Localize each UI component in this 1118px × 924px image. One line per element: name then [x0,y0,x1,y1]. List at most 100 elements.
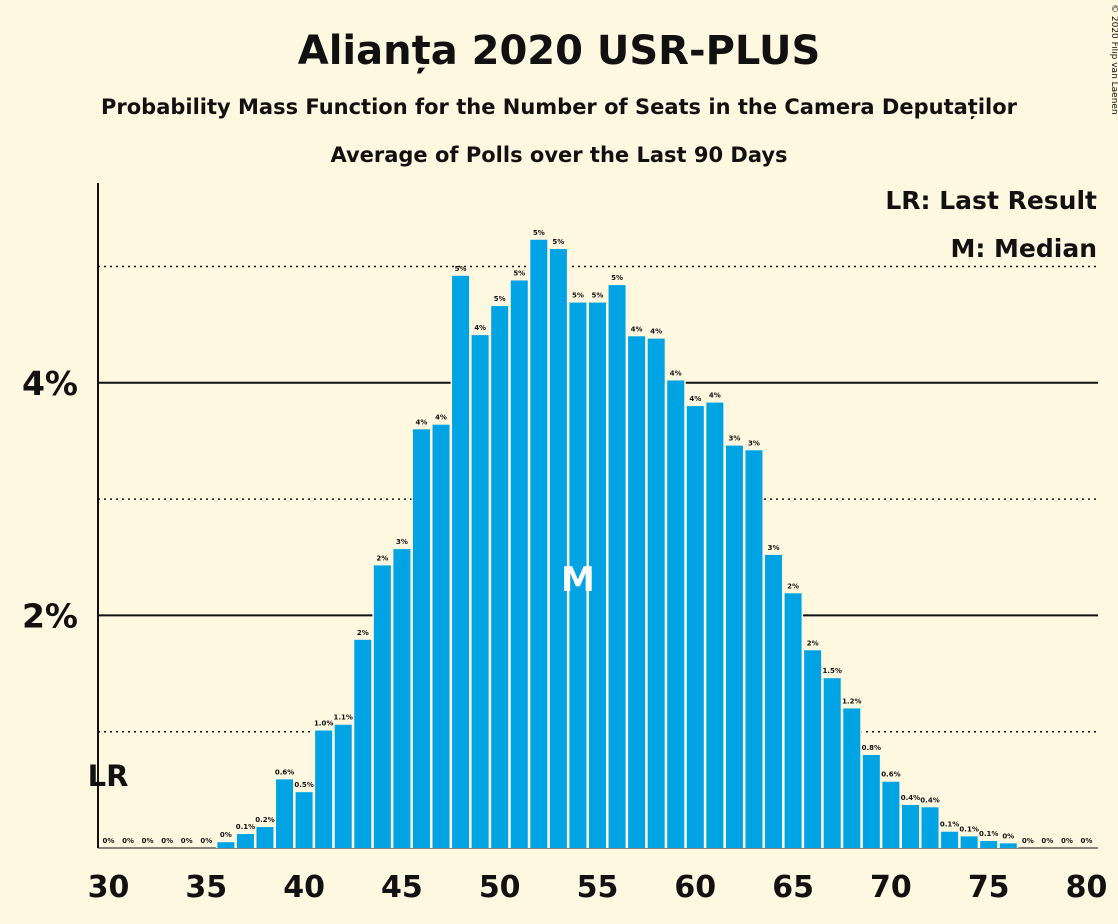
bar-seat-45 [393,549,411,848]
data-label-seat-50: 5% [494,295,506,303]
data-label-seat-47: 4% [435,414,447,422]
bar-seat-39 [276,779,294,848]
legend-last-result: LR: Last Result [885,186,1097,215]
bar-seat-46 [412,429,430,848]
x-tick-45: 45 [381,870,423,905]
data-label-seat-59: 4% [670,369,682,377]
copyright-notice: © 2020 Filip van Laenen [1109,4,1118,115]
bar-seat-61 [706,402,724,848]
data-label-seat-64: 3% [768,544,780,552]
bar-seat-62 [725,445,743,848]
data-labels: 0% 0% 0% 0% 0% 0%0%0.1%0.2%0.6%0.5%1.0%1.1%2%… [103,229,1093,845]
data-label-seat-34: 0% [181,837,193,845]
data-label-seat-48: 5% [455,265,467,273]
bar-seat-48 [452,275,470,849]
x-tick-40: 40 [283,870,325,905]
data-label-seat-45: 3% [396,538,408,546]
data-label-seat-62: 3% [728,435,740,443]
bar-seat-71 [901,804,919,848]
bar-seat-36 [217,842,235,848]
median-marker: M [561,560,595,600]
bar-seat-76 [999,843,1017,848]
bar-seat-37 [236,834,254,848]
data-label-seat-66: 2% [807,639,819,647]
data-label-seat-51: 5% [513,269,525,277]
bar-seat-54 [569,302,587,849]
bar-seat-53 [549,249,567,848]
bar-seat-67 [823,678,841,848]
bar-seat-60 [686,406,704,848]
x-tick-55: 55 [577,870,619,905]
data-label-seat-39: 0.6% [275,768,294,776]
bar-seat-74 [960,836,978,848]
bar-seat-73 [941,831,959,848]
data-label-seat-61: 4% [709,392,721,400]
bar-seat-56 [608,285,626,848]
y-tick-4: 4% [22,364,78,403]
x-tick-35: 35 [185,870,227,905]
x-tick-60: 60 [674,870,716,905]
data-label-seat-40: 0.5% [294,781,313,789]
x-tick-70: 70 [870,870,912,905]
data-label-seat-46: 4% [416,418,428,426]
data-label-seat-69: 0.8% [862,744,881,752]
data-label-seat-33: 0% [161,837,173,845]
x-tick-80: 80 [1066,870,1108,905]
data-label-seat-75: 0.1% [979,830,998,838]
data-label-seat-49: 4% [474,324,486,332]
bar-seat-40 [295,792,313,848]
bar-seat-55 [589,302,606,849]
data-label-seat-70: 0.6% [881,771,900,779]
data-label-seat-80: 0% [1081,837,1093,845]
data-label-seat-72: 0.4% [920,796,939,804]
bar-seat-43 [354,639,372,848]
data-label-seat-55: 5% [592,292,604,300]
data-label-seat-60: 4% [689,395,701,403]
data-label-seat-37: 0.1% [236,823,255,831]
x-tick-30: 30 [88,870,130,905]
data-label-seat-73: 0.1% [940,821,959,829]
x-tick-50: 50 [479,870,521,905]
bar-seat-70 [882,781,900,848]
bar-seat-41 [315,730,333,848]
data-label-seat-43: 2% [357,629,369,637]
chart-subtitle: Probability Mass Function for the Number… [101,95,1018,120]
data-label-seat-79: 0% [1061,837,1073,845]
data-label-seat-52: 5% [533,229,545,237]
bar-seat-64 [765,554,783,848]
bar-seat-58 [647,338,665,848]
bars [215,238,1019,849]
last-result-marker: LR [88,759,129,793]
legend-median: M: Median [950,234,1097,263]
bar-seat-63 [745,450,763,848]
chart-title: Alianța 2020 USR-PLUS [298,28,821,74]
bar-seat-38 [256,827,274,848]
bar-seat-66 [804,650,822,848]
bar-seat-65 [784,593,802,848]
x-axis-ticks: 30 35 40 45 50 55 60 65 70 75 80 [88,870,1108,905]
data-label-seat-56: 5% [611,274,623,282]
y-axis-ticks: 2% 4% [22,364,78,636]
data-label-seat-53: 5% [552,238,564,246]
bar-seat-59 [667,380,685,848]
data-label-seat-38: 0.2% [255,816,274,824]
data-label-seat-68: 1.2% [842,697,861,705]
bar-seat-47 [432,424,450,848]
data-label-seat-74: 0.1% [959,825,978,833]
data-label-seat-76: 0% [1002,832,1014,840]
data-label-seat-36: 0% [220,831,232,839]
data-label-seat-30: 0% [103,837,115,845]
data-label-seat-44: 2% [376,554,388,562]
bar-seat-68 [843,708,861,848]
data-label-seat-32: 0% [142,837,154,845]
data-label-seat-71: 0.4% [901,794,920,802]
chart-subtitle-2: Average of Polls over the Last 90 Days [330,143,787,167]
data-label-seat-65: 2% [787,582,799,590]
data-label-seat-58: 4% [650,328,662,336]
y-tick-2: 2% [22,596,78,635]
bar-seat-57 [628,336,646,848]
data-label-seat-63: 3% [748,439,760,447]
data-label-seat-57: 4% [631,325,643,333]
bar-seat-42 [334,724,352,848]
